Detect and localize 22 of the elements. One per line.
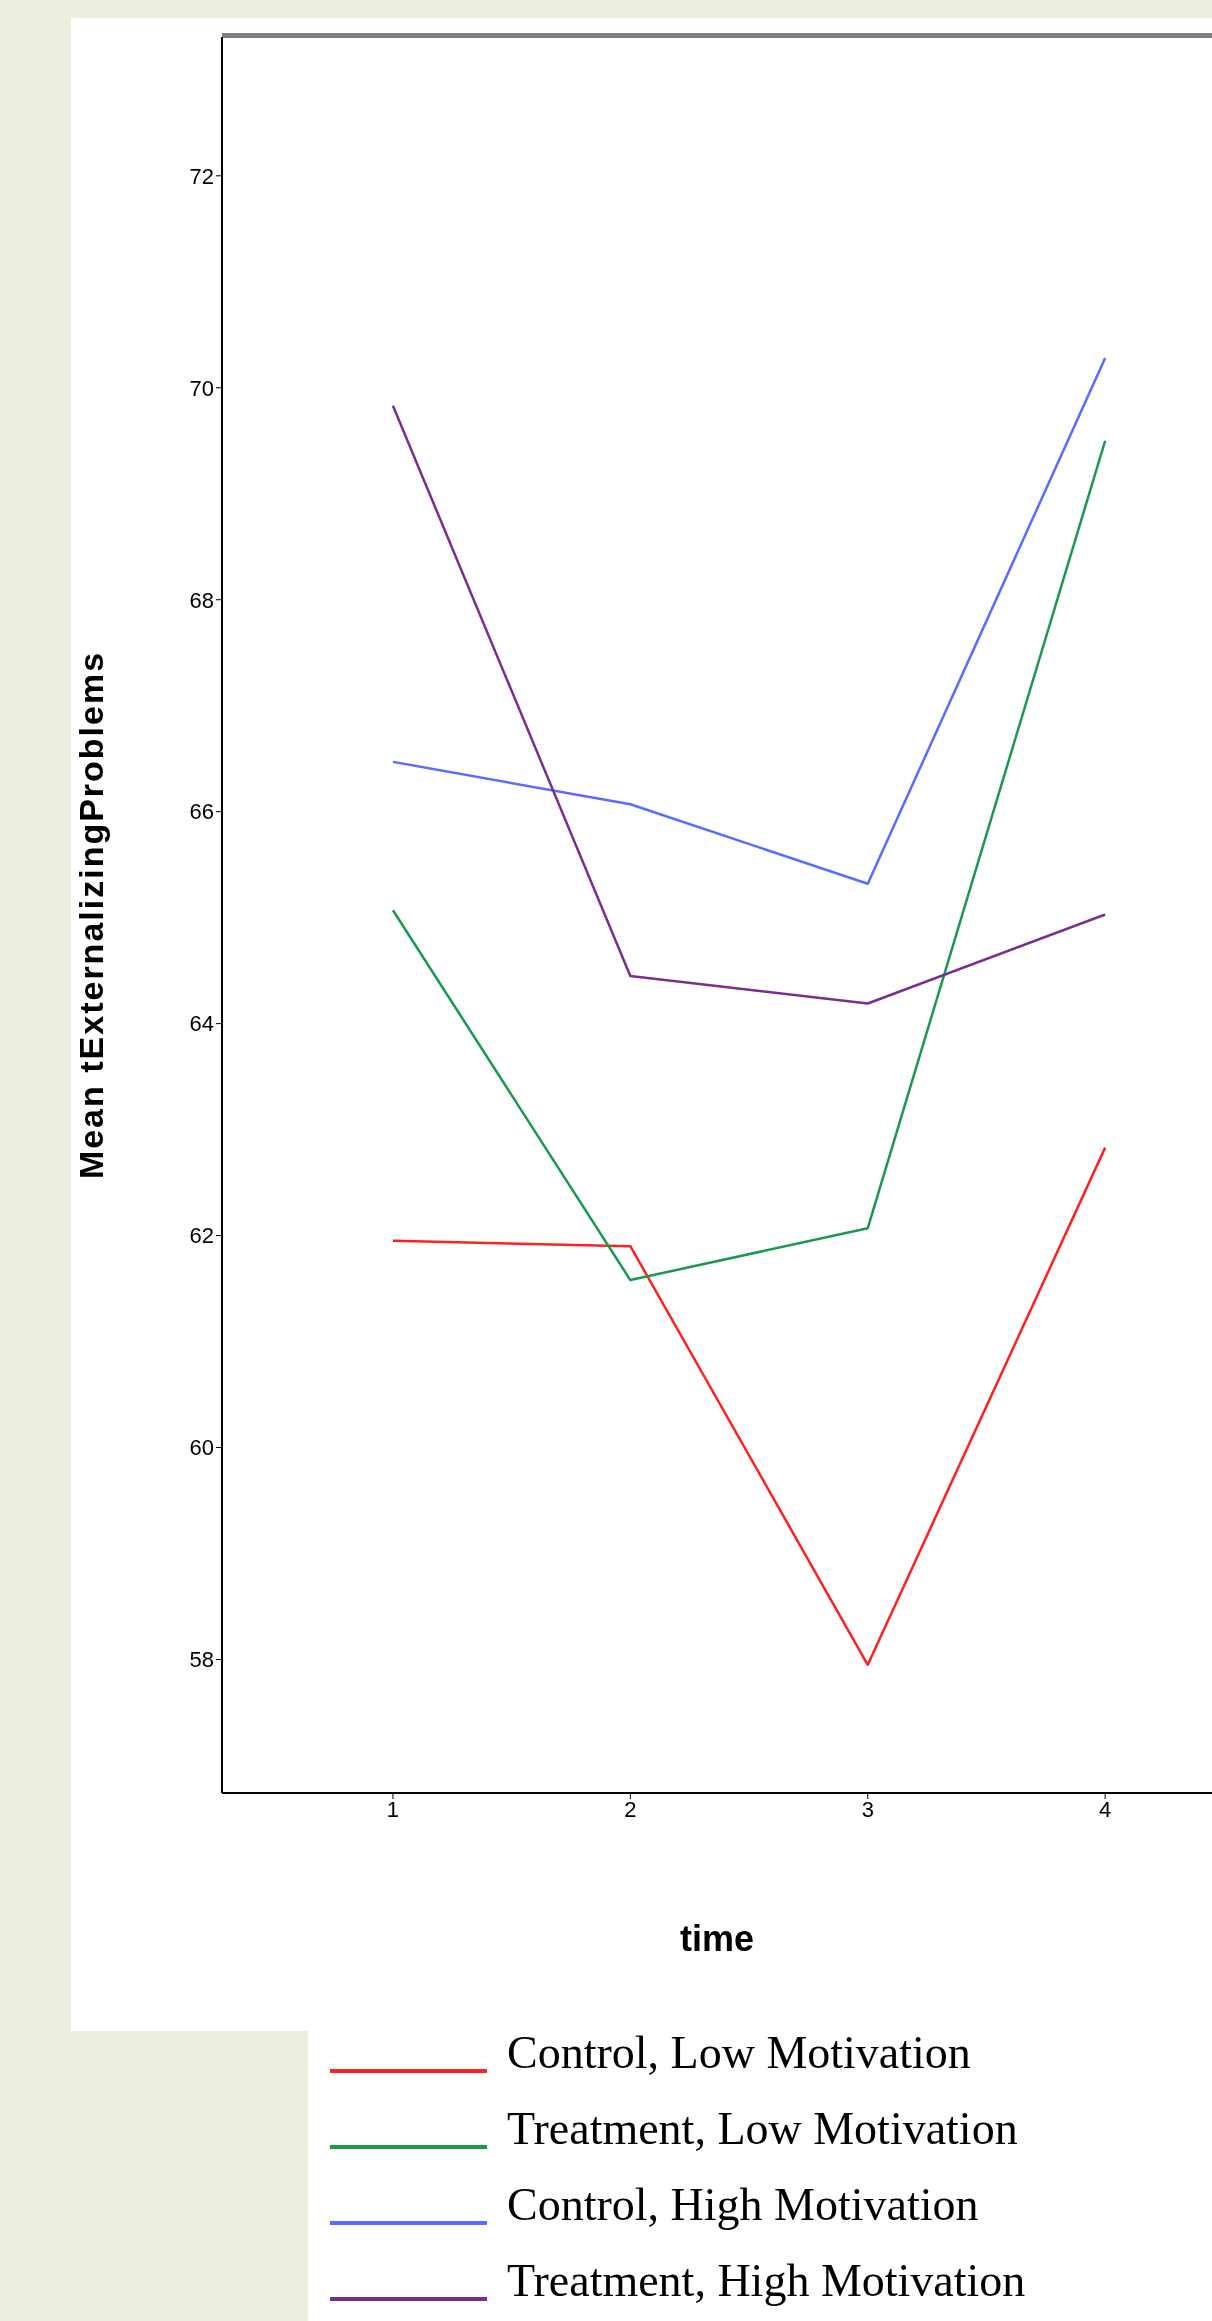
y-tick-label: 70 bbox=[189, 375, 214, 401]
x-tick-label: 1 bbox=[386, 1796, 400, 1822]
y-tick-label: 66 bbox=[189, 799, 214, 825]
y-tick-label: 60 bbox=[189, 1435, 214, 1461]
line-series bbox=[391, 1146, 1107, 1667]
legend-label: Treatment, Low Motivation bbox=[507, 2103, 1018, 2155]
y-tick-label: 58 bbox=[189, 1647, 214, 1673]
line-series bbox=[391, 439, 1107, 1282]
x-axis-title: time bbox=[679, 1918, 755, 1959]
y-tick-label: 72 bbox=[189, 163, 214, 189]
x-tick-label: 3 bbox=[861, 1796, 874, 1822]
y-axis-title: Mean tExternalizingProblems bbox=[72, 650, 111, 1180]
legend-label: Treatment, High Motivation bbox=[507, 2255, 1026, 2307]
legend-label: Control, Low Motivation bbox=[507, 2027, 971, 2079]
y-tick-label: 62 bbox=[189, 1223, 214, 1249]
legend-label: Control, High Motivation bbox=[507, 2179, 979, 2231]
line-series bbox=[391, 404, 1107, 1005]
x-tick-label: 2 bbox=[624, 1796, 637, 1822]
x-tick-label: 4 bbox=[1099, 1796, 1112, 1822]
y-tick-label: 68 bbox=[189, 587, 214, 613]
y-tick-label: 64 bbox=[189, 1011, 214, 1037]
line-series bbox=[391, 356, 1107, 885]
